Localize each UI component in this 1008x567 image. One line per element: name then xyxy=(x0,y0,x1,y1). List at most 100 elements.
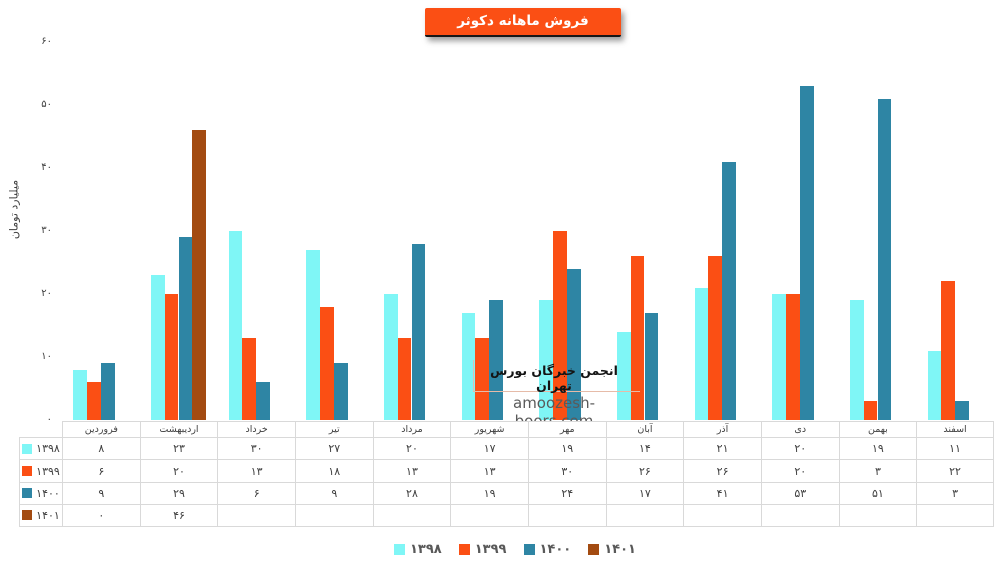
bar-۱۳۹۸-شهریور xyxy=(461,312,476,420)
table-value-cell: ۲۷ xyxy=(294,437,373,460)
table-value-cell xyxy=(605,504,684,527)
y-tick-label: ۲۰ xyxy=(41,288,52,299)
bar-۱۴۰۰-تیر xyxy=(333,363,348,420)
table-value-cell: ۲۹ xyxy=(139,481,218,505)
plot-area xyxy=(62,42,994,420)
bar-۱۳۹۸-اسفند xyxy=(927,350,942,420)
month-header-cell: شهریور xyxy=(450,421,528,437)
y-tick-label: ۴۰ xyxy=(41,162,52,173)
table-value-cell: ۴۶ xyxy=(139,504,218,527)
table-value-cell: ۲۳ xyxy=(139,437,218,460)
bar-۱۳۹۸-تیر xyxy=(306,249,321,420)
year-label: ۱۳۹۹ xyxy=(36,464,60,478)
year-label: ۱۴۰۱ xyxy=(36,508,60,522)
bar-۱۳۹۸-اردیبهشت xyxy=(151,275,165,420)
table-value-cell: ۲۴ xyxy=(527,481,606,505)
table-value-cell: ۶ xyxy=(217,481,295,505)
bar-۱۳۹۹-تیر xyxy=(320,306,334,420)
bar-۱۳۹۹-اسفند xyxy=(941,281,956,420)
table-value-cell: ۹ xyxy=(294,481,373,505)
watermark-association-text: انجمن خبرگان بورس تهران xyxy=(490,363,618,393)
bar-۱۳۹۹-آبان xyxy=(630,256,645,420)
table-value-cell: ۱۱ xyxy=(916,437,994,460)
bar-۱۳۹۹-خرداد xyxy=(242,338,257,420)
bar-۱۴۰۰-مهر xyxy=(566,268,581,420)
table-value-cell: ۸ xyxy=(62,437,140,460)
table-corner-cell xyxy=(19,421,62,437)
series-swatch xyxy=(22,510,33,521)
bar-۱۳۹۸-فروردین xyxy=(73,369,88,420)
legend-item-۱۴۰۰: ۱۴۰۰ xyxy=(523,542,571,557)
bar-۱۳۹۹-دی xyxy=(786,294,800,420)
table-value-cell: ۱۷ xyxy=(605,481,684,505)
bar-۱۴۰۰-مرداد xyxy=(411,243,426,420)
bar-۱۴۰۰-اسفند xyxy=(955,401,969,420)
table-value-cell: ۲۸ xyxy=(372,481,451,505)
y-tick-label: ۱۰ xyxy=(41,351,52,362)
chart-legend: ۱۳۹۸ ۱۳۹۹ ۱۴۰۰ ۱۴۰۱ xyxy=(30,541,1000,557)
year-label: ۱۳۹۸ xyxy=(36,442,60,456)
bar-۱۳۹۹-اردیبهشت xyxy=(164,294,179,420)
month-header-cell: مرداد xyxy=(372,421,451,437)
year-row-header: ۱۴۰۰ xyxy=(19,481,62,505)
table-value-cell: ۲۰ xyxy=(760,459,839,482)
year-row-header: ۱۳۹۹ xyxy=(19,459,62,482)
bar-۱۳۹۹-آذر xyxy=(708,256,723,420)
y-axis-title: میلیارد تومان xyxy=(7,179,21,240)
month-header-cell: اسفند xyxy=(916,421,994,437)
bar-۱۴۰۰-بهمن xyxy=(877,98,892,420)
table-value-cell: ۳۰ xyxy=(527,459,606,482)
bar-۱۴۰۰-خرداد xyxy=(256,382,270,420)
bar-۱۳۹۹-مرداد xyxy=(397,338,412,420)
table-value-cell: ۱۴ xyxy=(605,437,684,460)
legend-item-۱۳۹۸: ۱۳۹۸ xyxy=(394,542,442,557)
table-value-cell: ۱۷ xyxy=(450,437,528,460)
y-tick-label: ۶۰ xyxy=(41,36,52,47)
y-tick-label: ۵۰ xyxy=(41,99,52,110)
table-value-cell xyxy=(450,504,528,527)
table-value-cell: ۱۳ xyxy=(450,459,528,482)
bar-۱۴۰۰-فروردین xyxy=(100,363,115,420)
data-table: فروردین اردیبهشت خرداد تیر مرداد شهریور مهر آبا… xyxy=(19,421,994,527)
year-label: ۱۴۰۰ xyxy=(36,486,60,500)
bar-۱۳۹۸-بهمن xyxy=(850,300,864,420)
table-value-cell xyxy=(916,504,994,527)
table-value-cell xyxy=(527,504,606,527)
table-value-cell xyxy=(372,504,451,527)
table-value-cell: ۱۹ xyxy=(527,437,606,460)
table-value-cell xyxy=(683,504,761,527)
bar-۱۳۹۹-بهمن xyxy=(863,401,878,420)
table-value-cell xyxy=(217,504,295,527)
bar-۱۳۹۸-آذر xyxy=(694,287,709,420)
bar-۱۴۰۰-شهریور xyxy=(489,300,503,420)
month-header-cell: اردیبهشت xyxy=(139,421,218,437)
year-row-header: ۱۳۹۸ xyxy=(19,437,62,460)
table-value-cell xyxy=(838,504,917,527)
y-tick-label: ۳۰ xyxy=(41,225,52,236)
bar-۱۴۰۰-اردیبهشت xyxy=(178,237,193,420)
month-header-cell: دی xyxy=(760,421,839,437)
table-value-cell: ۵۳ xyxy=(760,481,839,505)
table-value-cell: ۱۳ xyxy=(372,459,451,482)
table-value-cell: ۱۳ xyxy=(217,459,295,482)
watermark-vertical-line xyxy=(473,360,474,391)
bar-۱۳۹۸-خرداد xyxy=(228,231,243,420)
bar-۱۳۹۸-دی xyxy=(772,294,787,420)
legend-label: ۱۴۰۱ xyxy=(604,541,636,557)
table-value-cell: ۵۱ xyxy=(838,481,917,505)
legend-swatch xyxy=(523,543,535,555)
table-value-cell: ۶ xyxy=(62,459,140,482)
table-value-cell: ۱۹ xyxy=(450,481,528,505)
table-value-cell: ۲۲ xyxy=(916,459,994,482)
series-swatch xyxy=(22,466,33,477)
table-value-cell: ۳ xyxy=(916,481,994,505)
month-header-cell: بهمن xyxy=(838,421,917,437)
table-value-cell: ۲۰ xyxy=(760,437,839,460)
chart-title: فروش ماهانه دکوثر xyxy=(425,8,621,37)
bar-۱۳۹۹-فروردین xyxy=(87,382,101,420)
month-header-cell: آذر xyxy=(683,421,761,437)
bar-۱۳۹۹-شهریور xyxy=(475,338,490,420)
legend-label: ۱۳۹۹ xyxy=(474,541,507,557)
series-swatch xyxy=(22,443,33,454)
month-header-cell: تیر xyxy=(294,421,373,437)
